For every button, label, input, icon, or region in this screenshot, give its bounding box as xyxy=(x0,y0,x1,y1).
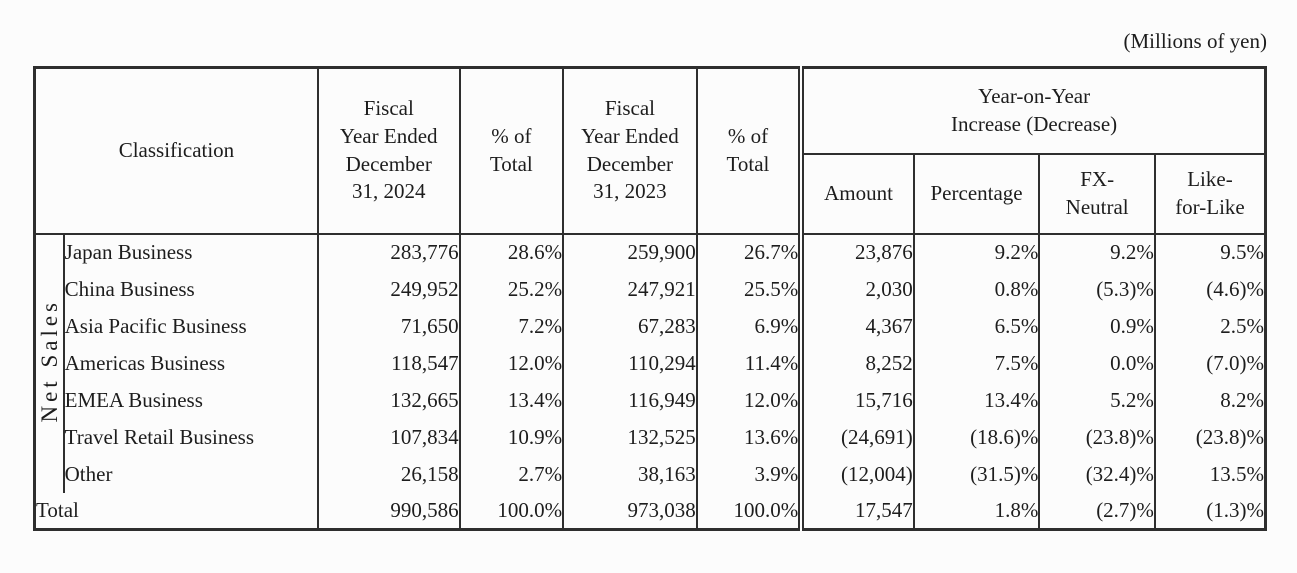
cell-yoy-fx-neutral: (32.4)% xyxy=(1038,455,1156,493)
row-label: Travel Retail Business xyxy=(62,418,319,456)
header-fy2023: Fiscal Year Ended December 31, 2023 xyxy=(562,66,698,235)
header-yoy-like-for-like: Like- for-Like xyxy=(1153,152,1267,235)
cell-yoy-percentage: 1.8% xyxy=(912,492,1041,530)
row-label: EMEA Business xyxy=(62,381,319,419)
cell-fy2023-pct: 11.4% xyxy=(695,344,803,382)
cell-fy2024-pct: 25.2% xyxy=(458,270,565,308)
cell-yoy-fx-neutral: (2.7)% xyxy=(1038,492,1156,530)
cell-yoy-percentage: 9.2% xyxy=(912,233,1041,271)
table-row: EMEA Business 132,665 13.4% 116,949 12.0… xyxy=(35,381,1267,419)
table-row: Net Sales Japan Business 283,776 28.6% 2… xyxy=(33,233,1267,493)
cell-fy2024-pct: 7.2% xyxy=(458,307,565,345)
cell-fy2023-pct: 25.5% xyxy=(695,270,803,308)
cell-yoy-fx-neutral: 9.2% xyxy=(1038,233,1156,271)
cell-yoy-like-for-like: 2.5% xyxy=(1153,307,1267,345)
cell-fy2023: 116,949 xyxy=(562,381,698,419)
cell-fy2024-pct: 100.0% xyxy=(458,492,565,530)
cell-fy2023-pct: 6.9% xyxy=(695,307,803,345)
cell-yoy-like-for-like: 9.5% xyxy=(1153,233,1267,271)
cell-fy2023-pct: 3.9% xyxy=(695,455,803,493)
row-label: China Business xyxy=(62,270,319,308)
cell-yoy-like-for-like: (1.3)% xyxy=(1153,492,1267,530)
row-label: Other xyxy=(62,455,319,493)
cell-fy2023: 973,038 xyxy=(562,492,698,530)
cell-yoy-amount: 17,547 xyxy=(798,492,915,530)
cell-fy2023-pct: 26.7% xyxy=(695,233,803,271)
cell-yoy-like-for-like: 13.5% xyxy=(1153,455,1267,493)
cell-yoy-amount: 23,876 xyxy=(798,233,915,271)
cell-yoy-percentage: 6.5% xyxy=(912,307,1041,345)
cell-yoy-like-for-like: (7.0)% xyxy=(1153,344,1267,382)
cell-fy2023: 259,900 xyxy=(562,233,698,271)
cell-fy2023: 247,921 xyxy=(562,270,698,308)
cell-yoy-amount: 4,367 xyxy=(798,307,915,345)
cell-fy2023-pct: 100.0% xyxy=(695,492,803,530)
cell-fy2023-pct: 12.0% xyxy=(695,381,803,419)
header-fy2024: Fiscal Year Ended December 31, 2024 xyxy=(316,66,461,235)
cell-yoy-amount: (12,004) xyxy=(798,455,915,493)
header-yoy-percentage: Percentage xyxy=(912,152,1041,235)
row-label: Americas Business xyxy=(62,344,319,382)
cell-yoy-fx-neutral: 0.9% xyxy=(1038,307,1156,345)
total-row: Total 990,586 100.0% 973,038 100.0% 17,5… xyxy=(33,492,1267,530)
cell-fy2023: 132,525 xyxy=(562,418,698,456)
cell-fy2024-pct: 13.4% xyxy=(458,381,565,419)
header-pct-of-total-2024: % of Total xyxy=(458,66,565,235)
cell-fy2023-pct: 13.6% xyxy=(695,418,803,456)
cell-fy2024: 118,547 xyxy=(316,344,461,382)
cell-yoy-like-for-like: (23.8)% xyxy=(1153,418,1267,456)
header-classification: Classification xyxy=(33,66,319,235)
cell-yoy-percentage: 13.4% xyxy=(912,381,1041,419)
cell-yoy-like-for-like: 8.2% xyxy=(1153,381,1267,419)
cell-yoy-fx-neutral: 0.0% xyxy=(1038,344,1156,382)
cell-fy2024: 249,952 xyxy=(316,270,461,308)
cell-yoy-amount: (24,691) xyxy=(798,418,915,456)
cell-fy2024: 71,650 xyxy=(316,307,461,345)
cell-fy2024-pct: 2.7% xyxy=(458,455,565,493)
cell-yoy-percentage: (31.5)% xyxy=(912,455,1041,493)
cell-fy2024: 283,776 xyxy=(316,233,461,271)
net-sales-by-segment-table: Classification Fiscal Year Ended Decembe… xyxy=(33,66,1267,531)
cell-fy2024: 26,158 xyxy=(316,455,461,493)
header-row-sub: Amount Percentage FX- Neutral Like- for-… xyxy=(35,152,1267,235)
row-group-net-sales: Net Sales xyxy=(33,233,65,493)
table-row: Asia Pacific Business 71,650 7.2% 67,283… xyxy=(35,307,1267,345)
cell-yoy-percentage: 7.5% xyxy=(912,344,1041,382)
cell-fy2023: 110,294 xyxy=(562,344,698,382)
header-row-top: Classification Fiscal Year Ended Decembe… xyxy=(33,66,1267,235)
table-row: Americas Business 118,547 12.0% 110,294 … xyxy=(35,344,1267,382)
cell-fy2024: 107,834 xyxy=(316,418,461,456)
header-yoy-group: Year-on-Year Increase (Decrease) xyxy=(798,66,1267,155)
cell-fy2024: 132,665 xyxy=(316,381,461,419)
table-row: Other 26,158 2.7% 38,163 3.9% (12,004) (… xyxy=(35,455,1267,493)
cell-fy2024: 990,586 xyxy=(316,492,461,530)
cell-fy2024-pct: 12.0% xyxy=(458,344,565,382)
net-sales-vertical-label: Net Sales xyxy=(36,298,62,423)
table-row: Travel Retail Business 107,834 10.9% 132… xyxy=(35,418,1267,456)
cell-yoy-fx-neutral: (5.3)% xyxy=(1038,270,1156,308)
cell-yoy-fx-neutral: 5.2% xyxy=(1038,381,1156,419)
total-label: Total xyxy=(33,492,319,530)
cell-fy2024-pct: 10.9% xyxy=(458,418,565,456)
cell-yoy-amount: 2,030 xyxy=(798,270,915,308)
cell-fy2023: 67,283 xyxy=(562,307,698,345)
table-row: China Business 249,952 25.2% 247,921 25.… xyxy=(35,270,1267,308)
row-label: Japan Business xyxy=(62,233,319,271)
cell-yoy-percentage: 0.8% xyxy=(912,270,1041,308)
unit-note: (Millions of yen) xyxy=(1123,29,1267,53)
cell-yoy-amount: 15,716 xyxy=(798,381,915,419)
cell-yoy-like-for-like: (4.6)% xyxy=(1153,270,1267,308)
header-yoy-amount: Amount xyxy=(798,152,915,235)
row-label: Asia Pacific Business xyxy=(62,307,319,345)
cell-fy2024-pct: 28.6% xyxy=(458,233,565,271)
header-yoy-fx-neutral: FX- Neutral xyxy=(1038,152,1156,235)
header-pct-of-total-2023: % of Total xyxy=(695,66,803,235)
cell-yoy-fx-neutral: (23.8)% xyxy=(1038,418,1156,456)
cell-yoy-amount: 8,252 xyxy=(798,344,915,382)
cell-fy2023: 38,163 xyxy=(562,455,698,493)
cell-yoy-percentage: (18.6)% xyxy=(912,418,1041,456)
